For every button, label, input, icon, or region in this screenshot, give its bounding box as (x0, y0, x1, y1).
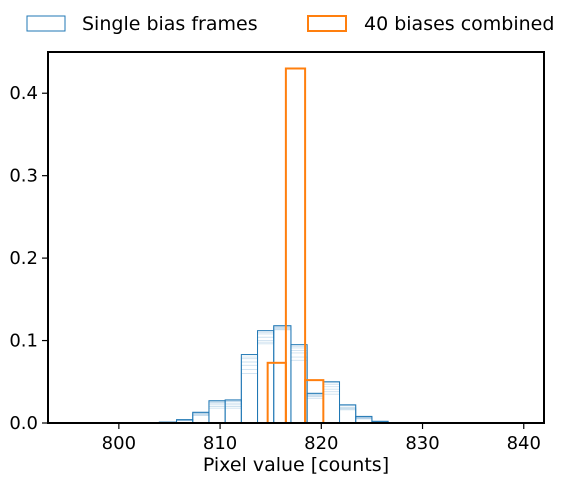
single-frame-histograms (159, 326, 421, 423)
x-axis-ticks: 800 810 820 830 840 (102, 423, 541, 454)
combined-bias-bin (305, 380, 323, 423)
single-frame-step-0 (159, 330, 421, 423)
single-frame-step-1 (159, 329, 421, 423)
plot-area: 800 810 820 830 840 0.0 0.1 0.2 0.3 0.4 (9, 52, 544, 454)
single-frame-step-5 (159, 326, 421, 423)
single-bias-bin (209, 401, 225, 423)
legend: Single bias frames 40 biases combined (27, 13, 554, 35)
x-tick-label: 810 (203, 433, 237, 454)
y-tick-label: 0.4 (9, 83, 38, 104)
single-bias-bin (307, 393, 323, 423)
combined-bias-bin (268, 363, 286, 423)
y-tick-label: 0.0 (9, 413, 38, 434)
y-tick-label: 0.2 (9, 248, 38, 269)
y-tick-label: 0.3 (9, 166, 38, 187)
legend-label-single-bias-frames: Single bias frames (82, 13, 258, 35)
axes-frame (48, 52, 544, 423)
single-frame-step-4 (159, 327, 421, 423)
single-frame-step-3 (159, 327, 421, 423)
legend-label-40-biases-combined: 40 biases combined (364, 13, 554, 35)
single-bias-frames-series (159, 326, 421, 423)
single-bias-bin (323, 382, 339, 423)
x-tick-label: 800 (102, 433, 136, 454)
single-bias-bin (241, 355, 257, 423)
combined-bias-bin (286, 68, 305, 423)
x-tick-label: 830 (405, 433, 439, 454)
combined-biases-series (268, 68, 324, 423)
x-tick-label: 820 (304, 433, 338, 454)
single-bias-bin (274, 326, 291, 423)
single-frame-step-2 (159, 328, 421, 423)
legend-swatch-single-bias-frames (27, 16, 65, 31)
y-axis-ticks: 0.0 0.1 0.2 0.3 0.4 (9, 83, 48, 434)
legend-swatch-40-biases-combined (308, 16, 346, 31)
y-tick-label: 0.1 (9, 331, 38, 352)
x-axis-label: Pixel value [counts] (203, 454, 389, 476)
single-bias-bin (258, 331, 274, 423)
x-tick-label: 840 (507, 433, 541, 454)
